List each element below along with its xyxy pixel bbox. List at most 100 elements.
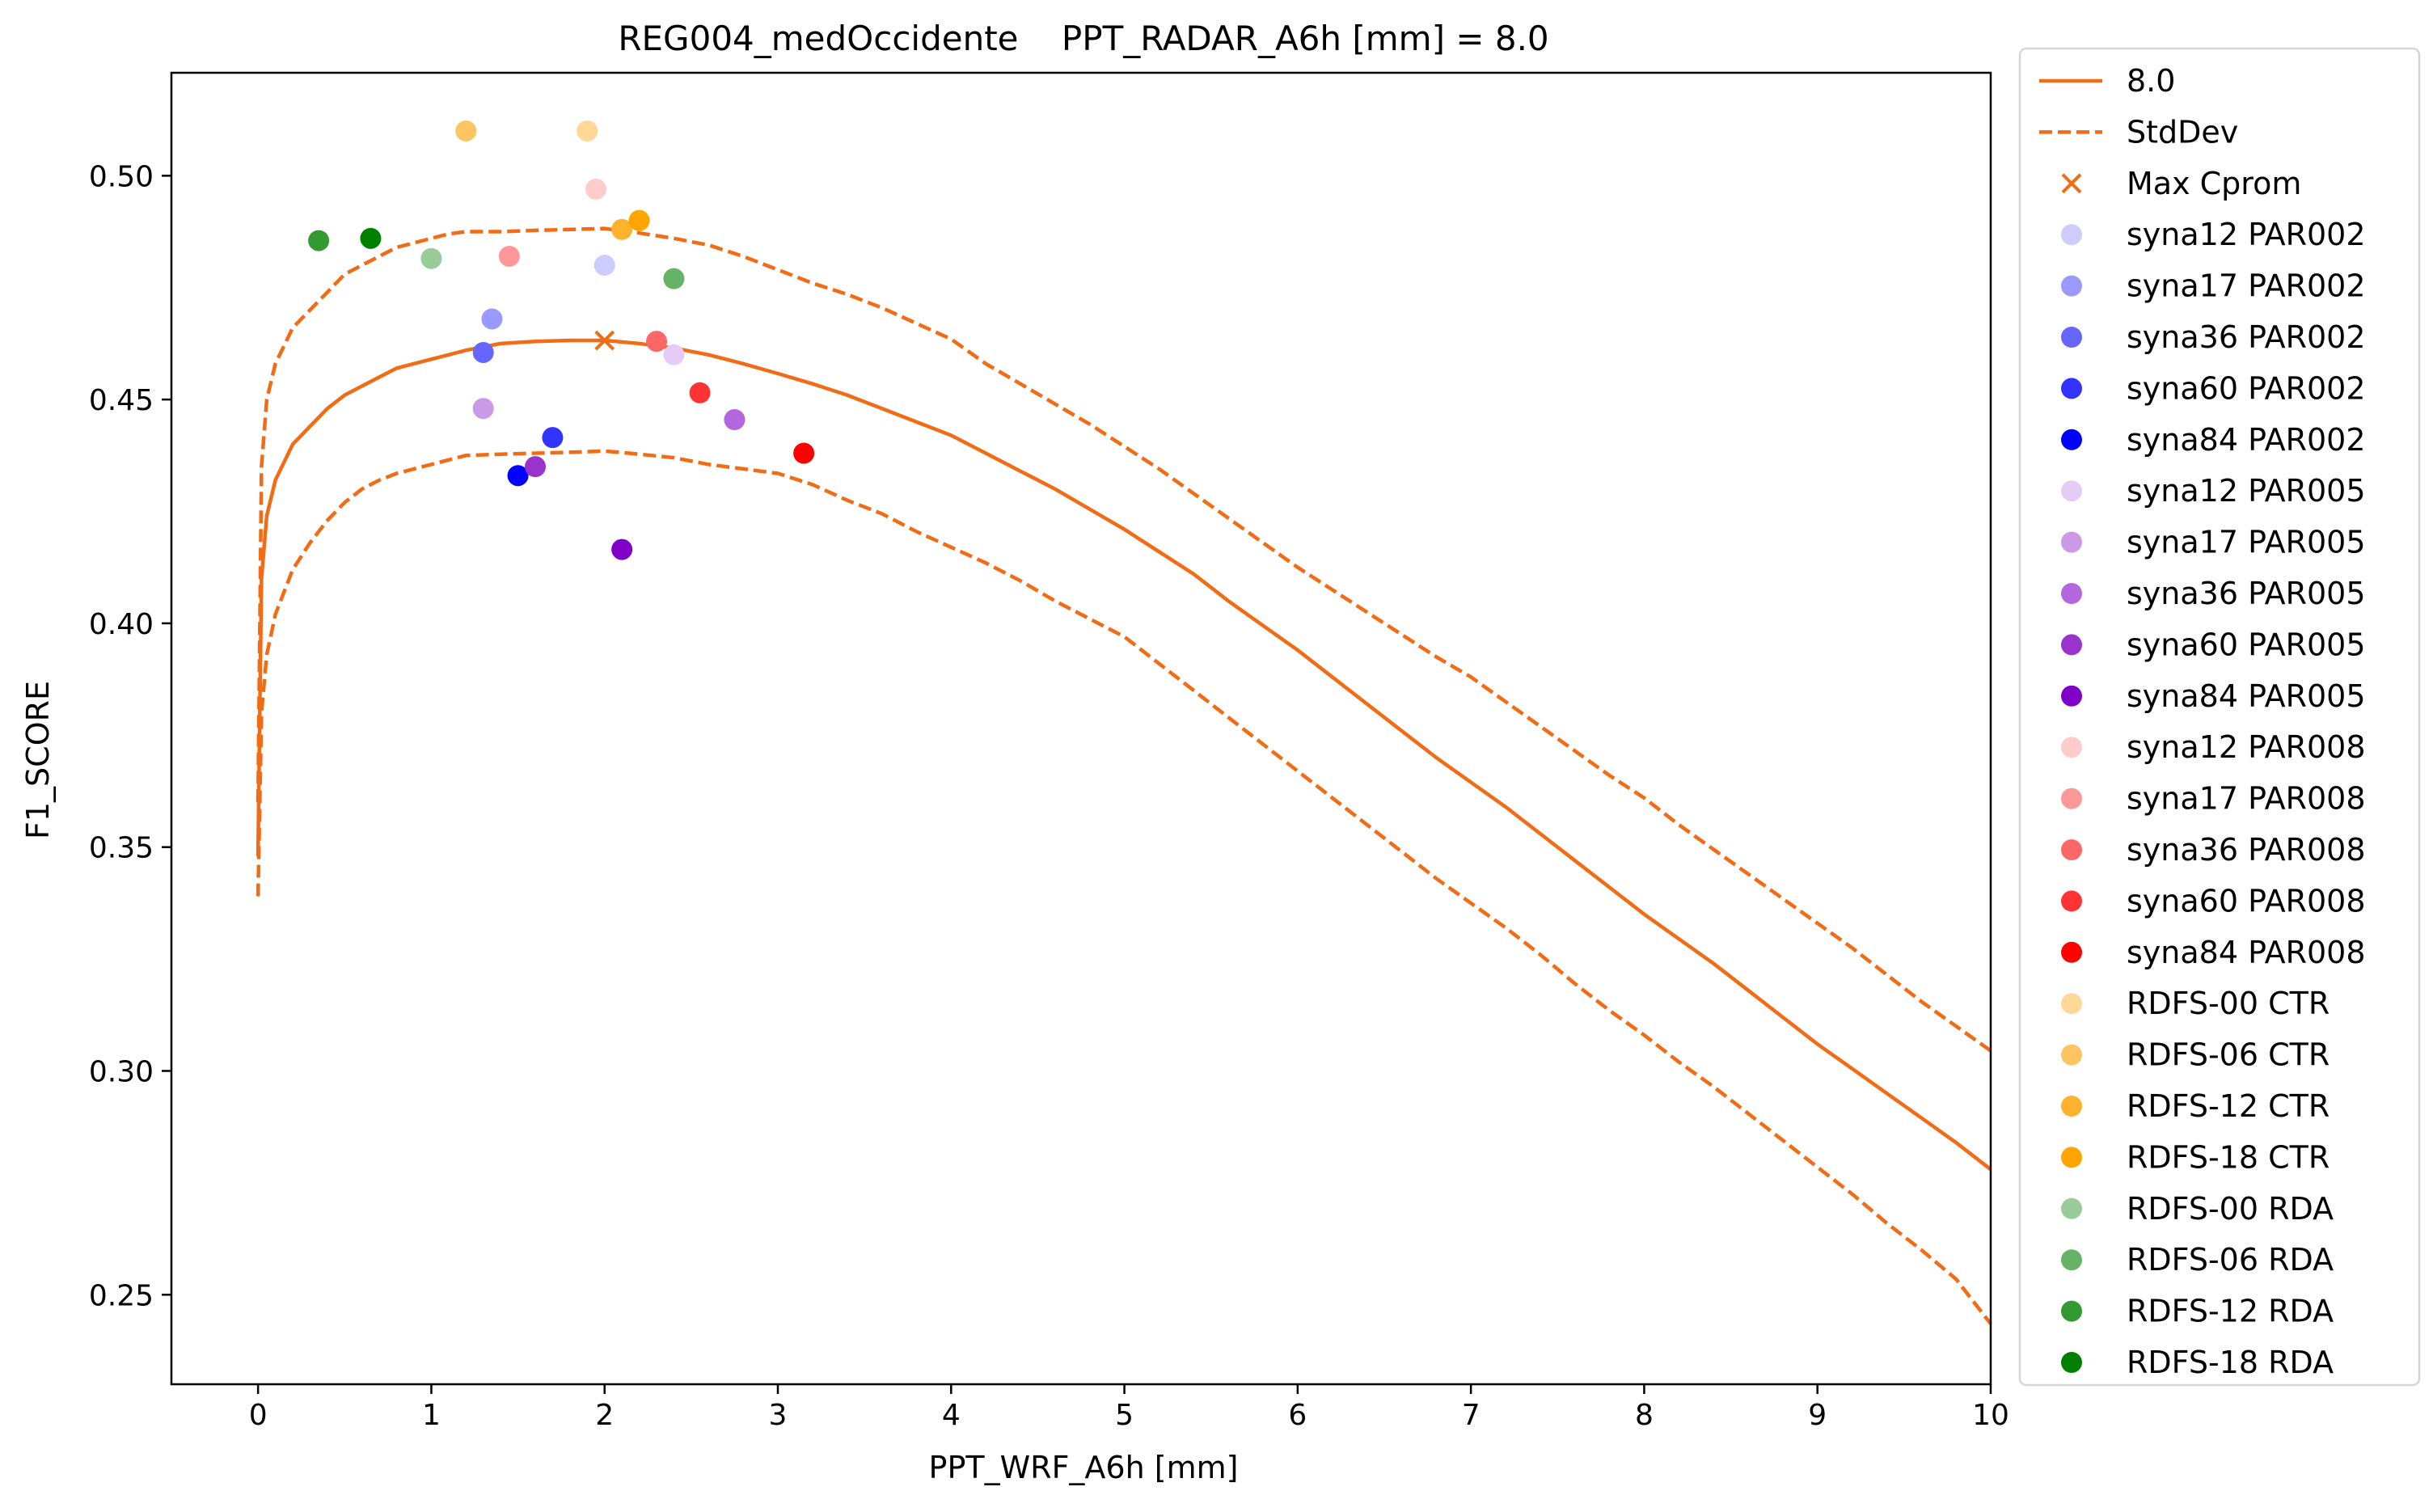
x-tick-label: 5 xyxy=(1115,1399,1134,1432)
legend-dot-swatch xyxy=(2061,737,2082,758)
y-tick-label: 0.50 xyxy=(89,160,154,193)
point-rdfs-18-rda xyxy=(360,227,382,249)
legend-label: 8.0 xyxy=(2127,63,2175,99)
legend-item: RDFS-12 RDA xyxy=(2061,1294,2334,1329)
legend-dot-swatch xyxy=(2061,788,2082,809)
legend-item: syna12 PAR008 xyxy=(2061,729,2366,765)
legend-item: StdDev xyxy=(2039,114,2238,150)
legend-dot-swatch xyxy=(2061,634,2082,656)
legend-label: syna12 PAR008 xyxy=(2127,729,2366,765)
y-tick-label: 0.35 xyxy=(89,832,154,865)
legend-item: syna12 PAR005 xyxy=(2061,473,2366,509)
max-cprom-stroke xyxy=(594,330,615,351)
point-rdfs-00-ctr xyxy=(577,120,598,141)
y-axis-label: F1_SCORE xyxy=(20,681,56,839)
legend-label: Max Cprom xyxy=(2127,166,2301,201)
point-syna84-par005 xyxy=(611,538,633,560)
chart-title: REG004_medOccidente PPT_RADAR_A6h [mm] =… xyxy=(618,19,1548,58)
legend-dot-swatch xyxy=(2061,993,2082,1015)
point-rdfs-18-ctr xyxy=(628,209,650,231)
x-tick-label: 4 xyxy=(942,1399,961,1432)
legend-label: RDFS-00 CTR xyxy=(2127,986,2330,1021)
legend-dot-swatch xyxy=(2061,224,2082,246)
legend-item: RDFS-06 CTR xyxy=(2061,1037,2330,1073)
legend-dot-swatch xyxy=(2061,1352,2082,1373)
legend-x-swatch xyxy=(2061,173,2082,194)
legend-item: Max Cprom xyxy=(2061,166,2301,201)
legend-item: syna36 PAR002 xyxy=(2061,319,2366,355)
legend-dot-swatch xyxy=(2061,275,2082,297)
legend-dot-swatch xyxy=(2061,429,2082,450)
legend-box xyxy=(2018,47,2421,1387)
legend-label: syna60 PAR002 xyxy=(2127,370,2366,406)
point-syna84-par002 xyxy=(507,465,529,487)
x-axis-label: PPT_WRF_A6h [mm] xyxy=(929,1450,1239,1485)
legend-item: 8.0 xyxy=(2039,63,2175,99)
plot-area xyxy=(256,120,1992,1325)
x-tick-label: 6 xyxy=(1288,1399,1307,1432)
legend-label: RDFS-12 RDA xyxy=(2127,1294,2334,1329)
legend-dot-swatch xyxy=(2061,685,2082,707)
point-rdfs-00-rda xyxy=(420,247,442,269)
legend-label: RDFS-18 RDA xyxy=(2127,1345,2334,1380)
legend-label: syna12 PAR005 xyxy=(2127,473,2366,509)
legend-label: RDFS-00 RDA xyxy=(2127,1191,2334,1227)
legend-label: syna60 PAR008 xyxy=(2127,883,2366,919)
legend-label: syna36 PAR002 xyxy=(2127,319,2366,355)
legend: 8.0 StdDev Max Cprom syna12 PAR002 syna17 PA… xyxy=(2018,47,2421,1387)
legend-item: syna60 PAR005 xyxy=(2061,627,2366,662)
legend-item: RDFS-00 RDA xyxy=(2061,1191,2334,1227)
axes: 0 1 2 3 4 5 6 7 8 9 10 0.25 0.30 0.35 0.40 0.45 0.50 xyxy=(89,160,2009,1432)
x-tick-label: 8 xyxy=(1635,1399,1654,1432)
point-syna84-par008 xyxy=(793,442,815,464)
plot-frame xyxy=(170,71,1992,1386)
point-syna17-par008 xyxy=(498,245,520,267)
x-tick-label: 1 xyxy=(422,1399,441,1432)
legend-item: syna60 PAR002 xyxy=(2061,370,2366,406)
legend-dot-swatch xyxy=(2061,327,2082,348)
point-syna12-par008 xyxy=(585,178,606,200)
legend-item: syna84 PAR005 xyxy=(2061,678,2366,714)
x-tick-label: 7 xyxy=(1462,1399,1480,1432)
legend-dot-swatch xyxy=(2061,890,2082,912)
legend-label: syna17 PAR008 xyxy=(2127,781,2366,817)
legend-label: syna17 PAR005 xyxy=(2127,525,2366,560)
point-syna12-par002 xyxy=(593,255,615,277)
x-tick-label: 9 xyxy=(1808,1399,1827,1432)
point-syna36-par005 xyxy=(724,409,746,431)
legend-label: syna84 PAR002 xyxy=(2127,422,2366,458)
legend-dot-swatch xyxy=(2061,1147,2082,1168)
x-tick-label: 2 xyxy=(595,1399,614,1432)
legend-dot-swatch xyxy=(2061,1300,2082,1322)
y-tick-label: 0.30 xyxy=(89,1055,154,1088)
point-syna36-par002 xyxy=(472,341,494,363)
legend-item: syna84 PAR008 xyxy=(2061,935,2366,970)
legend-label: StdDev xyxy=(2127,114,2238,150)
y-tick-label: 0.45 xyxy=(89,384,154,417)
legend-label: syna36 PAR005 xyxy=(2127,576,2366,611)
legend-label: RDFS-06 RDA xyxy=(2127,1242,2334,1278)
legend-item: RDFS-18 RDA xyxy=(2061,1345,2334,1380)
legend-label: syna84 PAR008 xyxy=(2127,935,2366,970)
point-syna60-par002 xyxy=(542,427,564,449)
legend-item: syna36 PAR005 xyxy=(2061,576,2366,611)
legend-dot-swatch xyxy=(2061,1249,2082,1271)
legend-item: RDFS-18 CTR xyxy=(2061,1139,2330,1175)
legend-label: syna60 PAR005 xyxy=(2127,627,2366,662)
mean-line xyxy=(256,338,1992,1172)
legend-label: RDFS-06 CTR xyxy=(2127,1037,2330,1073)
point-syna60-par008 xyxy=(689,382,711,403)
stddev-upper-line xyxy=(256,226,1992,1053)
point-syna60-par005 xyxy=(525,456,546,478)
legend-item: RDFS-06 RDA xyxy=(2061,1242,2334,1278)
y-tick-label: 0.25 xyxy=(89,1279,154,1312)
point-rdfs-12-ctr xyxy=(611,218,633,240)
point-syna36-par008 xyxy=(646,331,667,353)
legend-label: syna17 PAR002 xyxy=(2127,268,2366,304)
legend-label: syna12 PAR002 xyxy=(2127,217,2366,252)
legend-dot-swatch xyxy=(2061,1096,2082,1117)
legend-label: RDFS-18 CTR xyxy=(2127,1139,2330,1175)
legend-item: syna17 PAR005 xyxy=(2061,525,2366,560)
